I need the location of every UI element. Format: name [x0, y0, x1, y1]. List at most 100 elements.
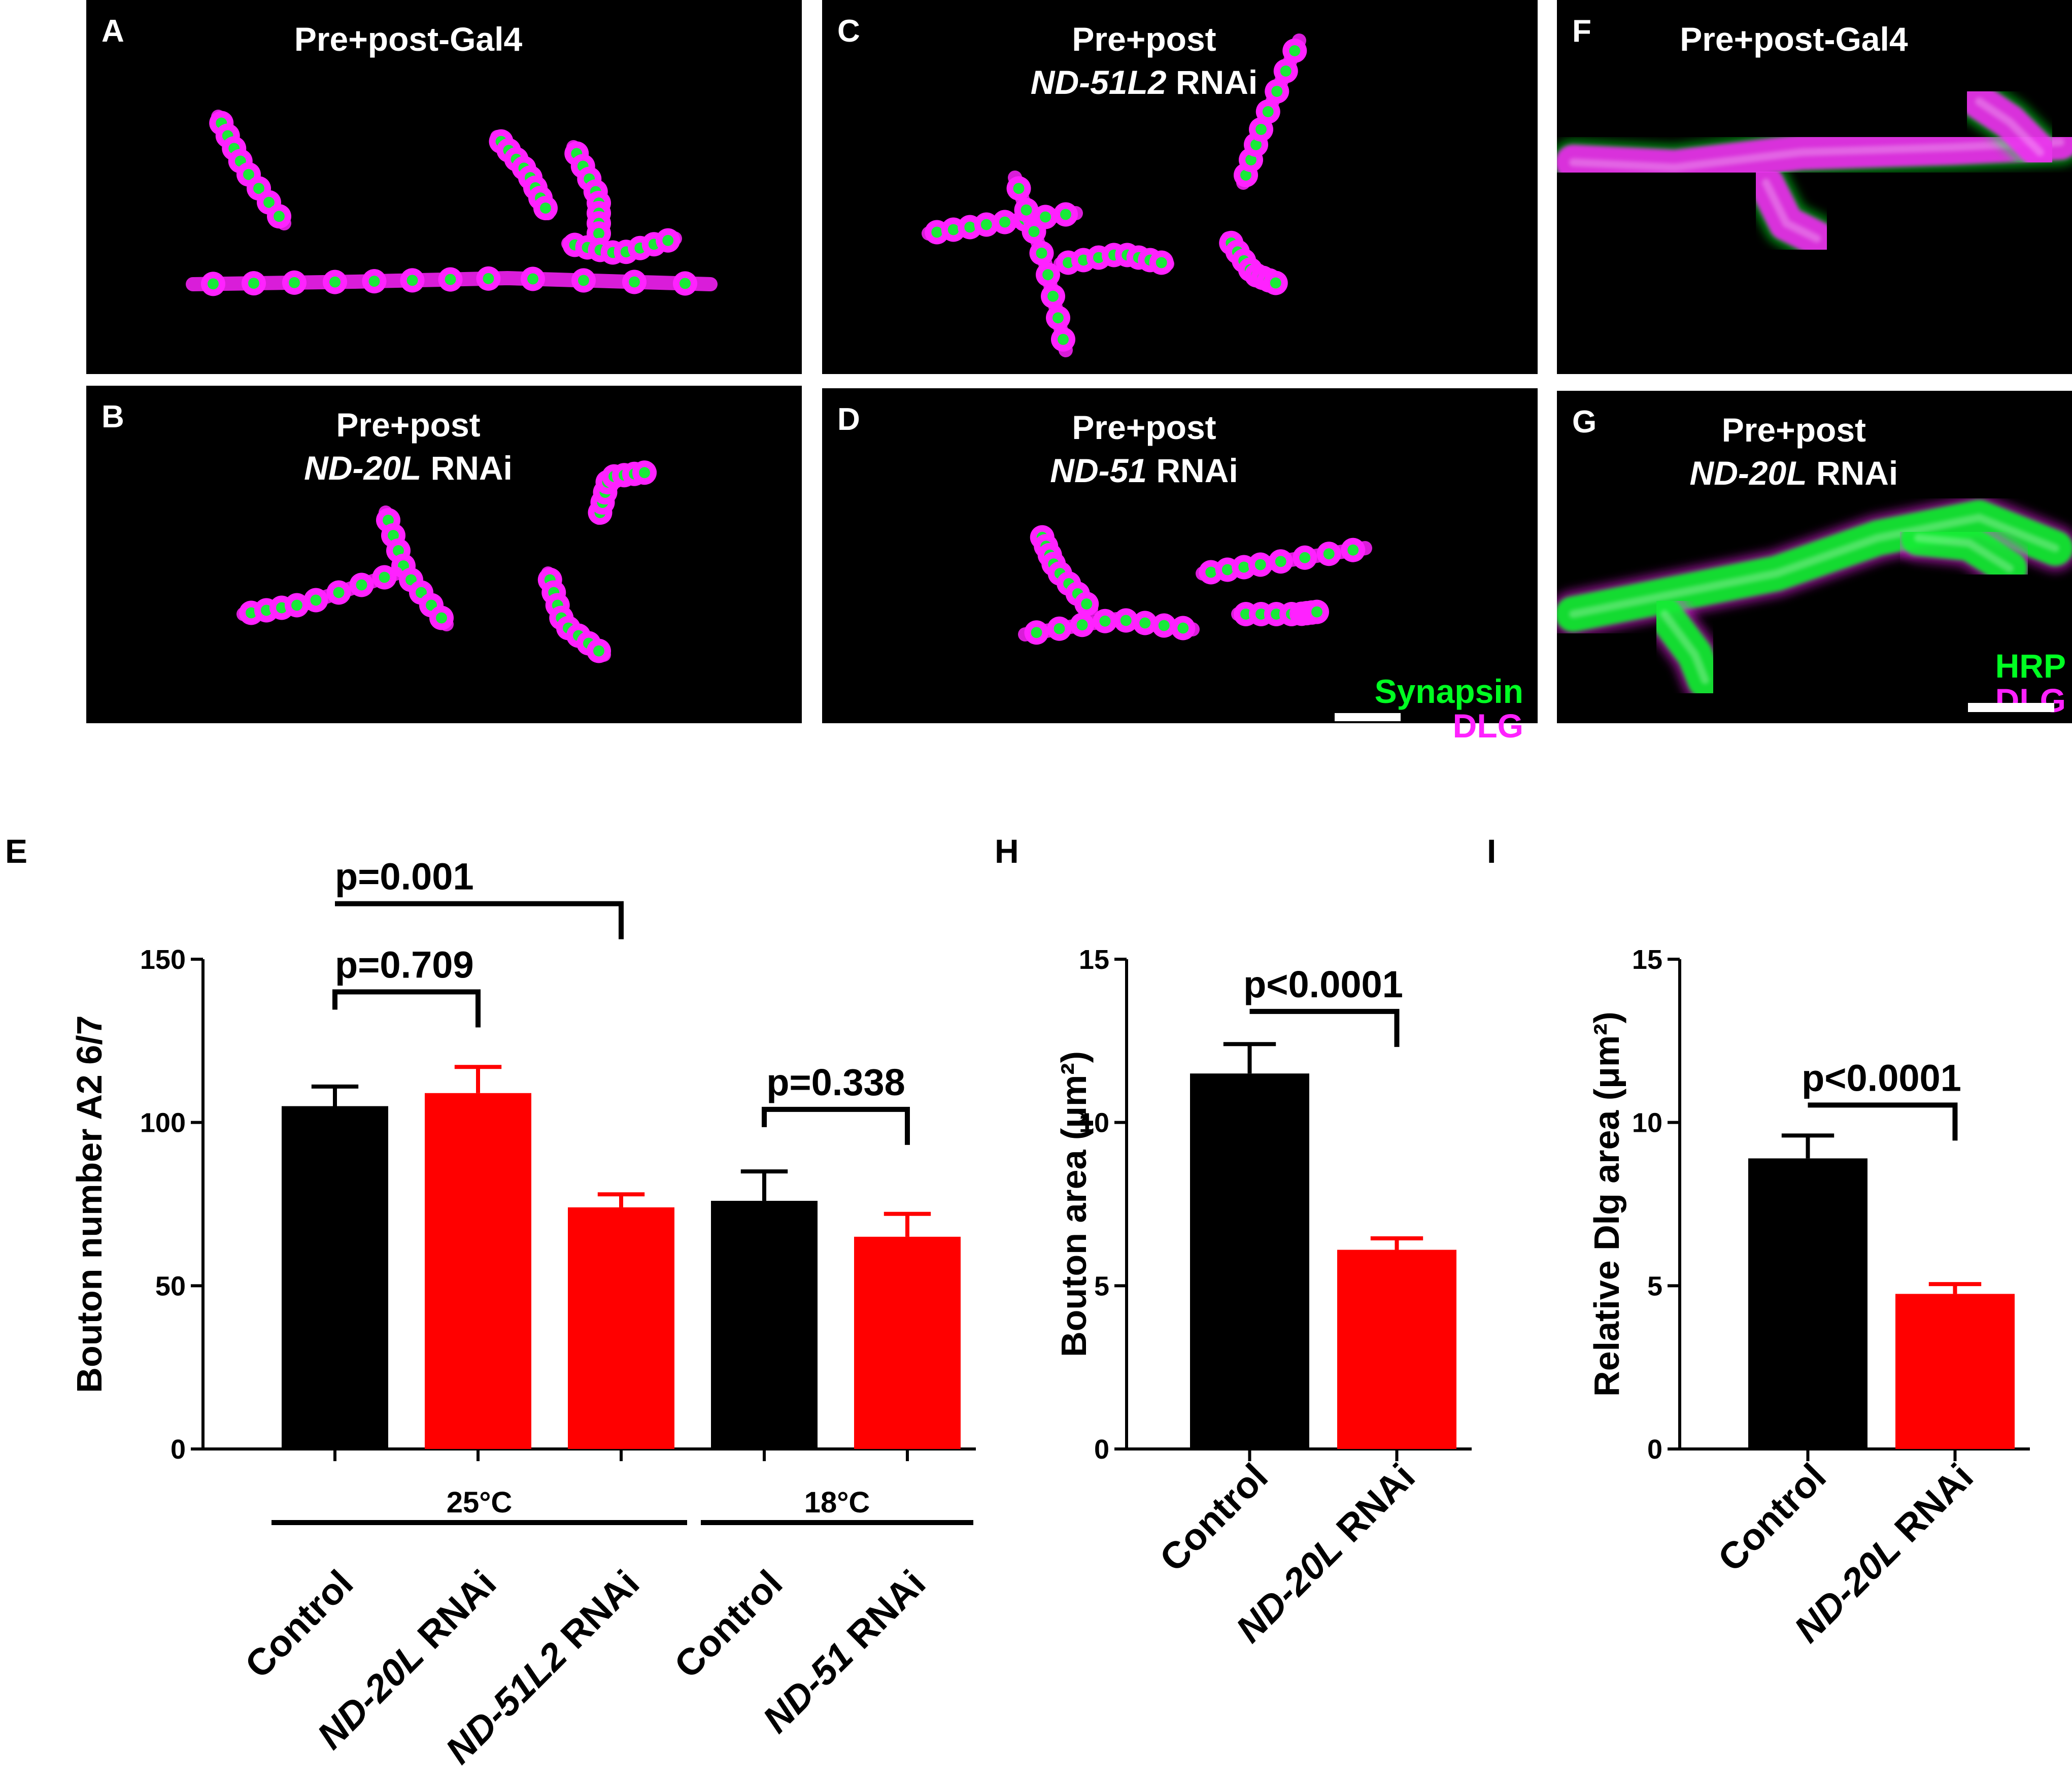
micrograph-background — [822, 388, 1538, 723]
y-tick-label: 5 — [1647, 1271, 1662, 1301]
panel-letter-E: E — [5, 832, 27, 870]
bouton-synapsin — [379, 571, 390, 583]
bouton-synapsin — [483, 273, 494, 284]
bouton-synapsin — [276, 602, 287, 614]
y-tick-label: 10 — [1632, 1108, 1662, 1138]
micrograph-A: A Pre+post-Gal4 — [86, 0, 802, 374]
x-tick-label: Control — [237, 1562, 361, 1686]
p-value-label: p=0.338 — [766, 1061, 905, 1103]
bar — [711, 1201, 818, 1449]
bouton-synapsin — [274, 211, 285, 222]
bouton-synapsin — [416, 587, 427, 598]
micrograph-B: B Pre+post ND-20L RNAi — [86, 386, 802, 723]
panel-letter-D: D — [837, 402, 860, 437]
nerve-terminal-core — [1914, 534, 2014, 572]
bouton-synapsin — [1120, 615, 1132, 626]
bouton-synapsin — [593, 228, 604, 239]
bouton-synapsin — [291, 599, 302, 611]
y-tick-label: 0 — [171, 1434, 186, 1465]
bouton-synapsin — [1271, 86, 1283, 97]
bar — [568, 1207, 674, 1449]
bouton-synapsin — [1052, 312, 1064, 324]
micrograph-D: D Pre+post ND-51 RNAi — [822, 388, 1538, 723]
bouton-synapsin — [1255, 124, 1267, 135]
bouton-synapsin — [261, 604, 272, 616]
bouton-synapsin — [1262, 106, 1274, 117]
bouton-synapsin — [263, 196, 275, 208]
p-value-label: p=0.001 — [335, 856, 474, 898]
bouton-synapsin — [1311, 606, 1322, 618]
bouton-synapsin — [393, 545, 404, 556]
group-label: 18°C — [804, 1486, 870, 1519]
y-tick-label: 15 — [1079, 944, 1109, 975]
bouton-synapsin — [310, 594, 322, 606]
bouton-synapsin — [1013, 183, 1025, 194]
panel-letter-C: C — [837, 14, 860, 49]
significance-bracket — [335, 901, 624, 939]
bouton-synapsin — [1177, 622, 1189, 634]
panel-letter-I: I — [1487, 832, 1496, 870]
y-tick-label: 50 — [155, 1271, 186, 1301]
bar — [1190, 1073, 1309, 1449]
bouton-synapsin — [931, 226, 943, 238]
bouton-synapsin — [527, 273, 538, 285]
p-value-label: p=0.709 — [335, 943, 474, 986]
bouton-synapsin — [333, 587, 345, 598]
bouton-synapsin — [1238, 561, 1250, 573]
bouton-synapsin — [243, 168, 254, 180]
bouton-synapsin — [1047, 290, 1059, 302]
bouton-synapsin — [436, 612, 447, 624]
bouton-synapsin — [1078, 254, 1089, 266]
y-tick-label: 100 — [140, 1108, 186, 1138]
nerve-branch — [186, 271, 718, 291]
bouton-synapsin — [1275, 556, 1286, 567]
micrograph-title: Pre+post-Gal4 — [294, 20, 523, 58]
significance-bracket — [332, 989, 481, 1028]
bouton-synapsin — [1156, 257, 1167, 268]
bouton-synapsin — [639, 467, 650, 479]
panel-letter-G: G — [1572, 404, 1597, 440]
significance-bracket — [1249, 1008, 1400, 1047]
bouton-synapsin — [1299, 552, 1311, 563]
bouton-synapsin — [680, 278, 691, 289]
bouton-synapsin — [1099, 615, 1111, 627]
micrograph-title: ND-51 RNAi — [1050, 452, 1238, 489]
micrograph-C: C Pre+post ND-51L2 RNAi — [822, 0, 1538, 374]
p-value-label: p<0.0001 — [1802, 1057, 1961, 1099]
panel-letter-B: B — [101, 399, 124, 434]
micrograph-background — [822, 0, 1538, 374]
bouton-synapsin — [383, 515, 394, 526]
y-tick-label: 5 — [1094, 1271, 1109, 1301]
nerve-terminal-core — [1660, 610, 1709, 684]
micrograph-title: Pre+post — [1072, 20, 1216, 58]
panel-letter-H: H — [995, 832, 1019, 870]
micrograph-background — [86, 386, 802, 723]
legend-synapsin: Synapsin — [1375, 672, 1523, 710]
micrograph-title: Pre+post — [336, 406, 480, 444]
bar — [1337, 1250, 1456, 1449]
panel-letter-A: A — [101, 14, 124, 49]
bouton-synapsin — [356, 579, 367, 591]
y-tick-label: 15 — [1632, 944, 1662, 975]
bouton-synapsin — [329, 276, 341, 288]
significance-bracket — [762, 1106, 910, 1145]
y-tick-label: 10 — [1079, 1108, 1109, 1138]
y-tick-label: 150 — [140, 944, 186, 975]
y-axis-label: Relative Dlg area (μm²) — [1587, 1011, 1626, 1397]
x-tick-label: Control — [1151, 1456, 1276, 1580]
x-tick-label: Control — [1710, 1456, 1834, 1580]
significance-bracket — [1808, 1102, 1958, 1141]
bouton-synapsin — [1058, 333, 1069, 345]
micrograph-title: Pre+post — [1072, 409, 1216, 446]
bouton-synapsin — [248, 278, 259, 289]
bouton-synapsin — [1289, 45, 1301, 56]
legend-hrp: HRP — [1995, 647, 2066, 685]
micrograph-title: ND-20L RNAi — [304, 449, 513, 487]
bouton-synapsin — [253, 183, 264, 194]
bouton-synapsin — [208, 278, 219, 290]
bouton-synapsin — [1254, 559, 1266, 570]
y-axis-label: Bouton area (μm²) — [1054, 1051, 1094, 1357]
bouton-synapsin — [1323, 548, 1335, 560]
